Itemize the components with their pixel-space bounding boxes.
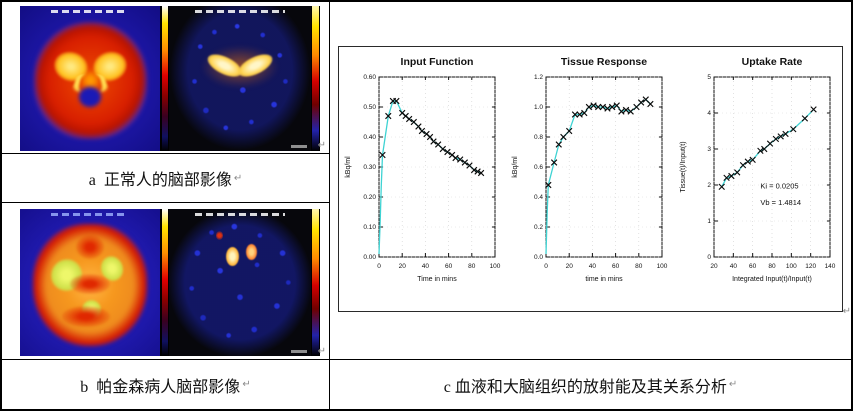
svg-text:20: 20 xyxy=(711,263,719,270)
charts-border-panel: Input Function 0 20 40 60 80 100 0.00 0.10 0.20 0.… xyxy=(338,46,843,312)
cell-brain-image-b: ↵ xyxy=(2,203,330,360)
scan-header-text xyxy=(50,10,124,13)
svg-text:1: 1 xyxy=(708,218,712,225)
chart-input-function: Input Function 0 20 40 60 80 100 0.00 0.10 0.20 0.… xyxy=(341,51,505,305)
svg-text:Vb = 1.4814: Vb = 1.4814 xyxy=(761,198,802,207)
paragraph-mark: ↵ xyxy=(242,379,251,390)
chart-uptake-rate: Uptake Rate 20 40 60 80 100 120 140 0 1 2 3 4 5 Integr… xyxy=(676,51,840,305)
brain-pet-figure-normal xyxy=(20,6,320,151)
svg-text:0.10: 0.10 xyxy=(363,224,376,231)
svg-text:0.60: 0.60 xyxy=(363,74,376,81)
cold-region xyxy=(78,87,102,108)
svg-text:60: 60 xyxy=(445,263,453,270)
svg-text:80: 80 xyxy=(769,263,777,270)
svg-text:1.2: 1.2 xyxy=(534,74,543,81)
svg-text:kBq/ml: kBq/ml xyxy=(345,156,352,178)
brain-pet-figure-parkinson xyxy=(20,209,320,356)
caption-b-text: b 帕金森病人脑部影像 xyxy=(80,378,241,396)
paragraph-mark: ↵ xyxy=(842,306,851,317)
svg-text:0.50: 0.50 xyxy=(363,104,376,111)
svg-text:Time in mins: Time in mins xyxy=(417,276,457,283)
svg-text:0.2: 0.2 xyxy=(534,224,543,231)
cell-caption-c: c 血液和大脑组织的放射能及其关系分析 ↵ xyxy=(330,360,851,409)
pet-scan-normal-right xyxy=(169,6,311,151)
chart-tissue-response: Tissue Response 0 20 40 60 80 100 0.0 0.2 0.4 0.6 0… xyxy=(508,51,672,305)
svg-text:80: 80 xyxy=(468,263,476,270)
cell-caption-b: b 帕金森病人脑部影像 ↵ xyxy=(2,360,330,409)
svg-text:40: 40 xyxy=(589,263,597,270)
warm-region xyxy=(62,306,110,327)
svg-text:60: 60 xyxy=(612,263,620,270)
svg-text:kBq/ml: kBq/ml xyxy=(512,156,519,178)
colorbar-wrap xyxy=(160,6,169,151)
svg-text:0.30: 0.30 xyxy=(363,164,376,171)
svg-text:20: 20 xyxy=(398,263,406,270)
pet-colorbar xyxy=(312,209,319,356)
hot-spot-small xyxy=(215,231,223,240)
svg-text:140: 140 xyxy=(825,263,836,270)
svg-text:0.6: 0.6 xyxy=(534,164,543,171)
paragraph-mark: ↵ xyxy=(233,172,243,184)
pet-colorbar xyxy=(161,6,168,151)
warm-region xyxy=(70,273,110,295)
svg-text:60: 60 xyxy=(749,263,757,270)
pet-colorbar xyxy=(161,209,168,356)
svg-text:100: 100 xyxy=(786,263,797,270)
scan-header-text xyxy=(194,10,286,13)
brain-shape xyxy=(34,21,148,140)
svg-text:Integrated Input(t)/Input(t): Integrated Input(t)/Input(t) xyxy=(732,276,812,283)
cell-caption-a: a 正常人的脑部影像 ↵ xyxy=(2,154,330,203)
scan-corner-label xyxy=(291,145,307,148)
pet-scan-normal-left xyxy=(20,6,160,151)
hot-spot-right xyxy=(245,244,258,261)
hot-spot-left xyxy=(225,247,239,267)
colorbar-wrap xyxy=(160,209,169,356)
svg-text:0.20: 0.20 xyxy=(363,194,376,201)
svg-text:Tissue Response: Tissue Response xyxy=(561,56,647,68)
svg-text:3: 3 xyxy=(708,146,712,153)
svg-text:2: 2 xyxy=(708,182,712,189)
svg-text:0: 0 xyxy=(545,263,549,270)
svg-text:Input Function: Input Function xyxy=(400,56,473,68)
svg-text:time in mins: time in mins xyxy=(586,276,624,283)
svg-text:0: 0 xyxy=(377,263,381,270)
svg-text:40: 40 xyxy=(422,263,430,270)
colorbar-wrap xyxy=(311,209,320,356)
pet-colorbar xyxy=(312,6,319,151)
pet-scan-parkinson-right xyxy=(169,209,311,356)
svg-text:5: 5 xyxy=(708,74,712,81)
paragraph-mark: ↵ xyxy=(317,346,326,357)
paragraph-mark: ↵ xyxy=(317,140,326,151)
paragraph-mark: ↵ xyxy=(728,379,738,390)
svg-text:20: 20 xyxy=(566,263,574,270)
scan-corner-label xyxy=(291,350,307,353)
svg-text:0.4: 0.4 xyxy=(534,194,543,201)
svg-text:80: 80 xyxy=(636,263,644,270)
svg-text:Ki = 0.0205: Ki = 0.0205 xyxy=(761,182,799,191)
svg-text:0.0: 0.0 xyxy=(534,254,543,261)
warm-region xyxy=(76,235,104,259)
cell-analysis-charts: Input Function 0 20 40 60 80 100 0.00 0.10 0.20 0.… xyxy=(330,2,851,360)
svg-text:Uptake Rate: Uptake Rate xyxy=(742,56,803,68)
pet-scan-parkinson-left xyxy=(20,209,160,356)
svg-text:0.00: 0.00 xyxy=(363,254,376,261)
svg-text:120: 120 xyxy=(805,263,816,270)
caption-c-text: c 血液和大脑组织的放射能及其关系分析 xyxy=(443,378,727,396)
svg-text:40: 40 xyxy=(730,263,738,270)
svg-text:0.40: 0.40 xyxy=(363,134,376,141)
scan-header-text xyxy=(50,213,124,216)
caption-a-text: a 正常人的脑部影像 xyxy=(88,172,232,189)
svg-text:4: 4 xyxy=(708,110,712,117)
colorbar-wrap xyxy=(311,6,320,151)
cell-brain-image-a: ↵ xyxy=(2,2,330,154)
svg-text:100: 100 xyxy=(657,263,668,270)
svg-text:100: 100 xyxy=(489,263,500,270)
svg-text:0.8: 0.8 xyxy=(534,134,543,141)
svg-text:1.0: 1.0 xyxy=(534,104,543,111)
svg-text:0: 0 xyxy=(708,254,712,261)
scan-header-text xyxy=(194,213,286,216)
svg-text:Tissue(t)/Input(t): Tissue(t)/Input(t) xyxy=(680,141,687,192)
